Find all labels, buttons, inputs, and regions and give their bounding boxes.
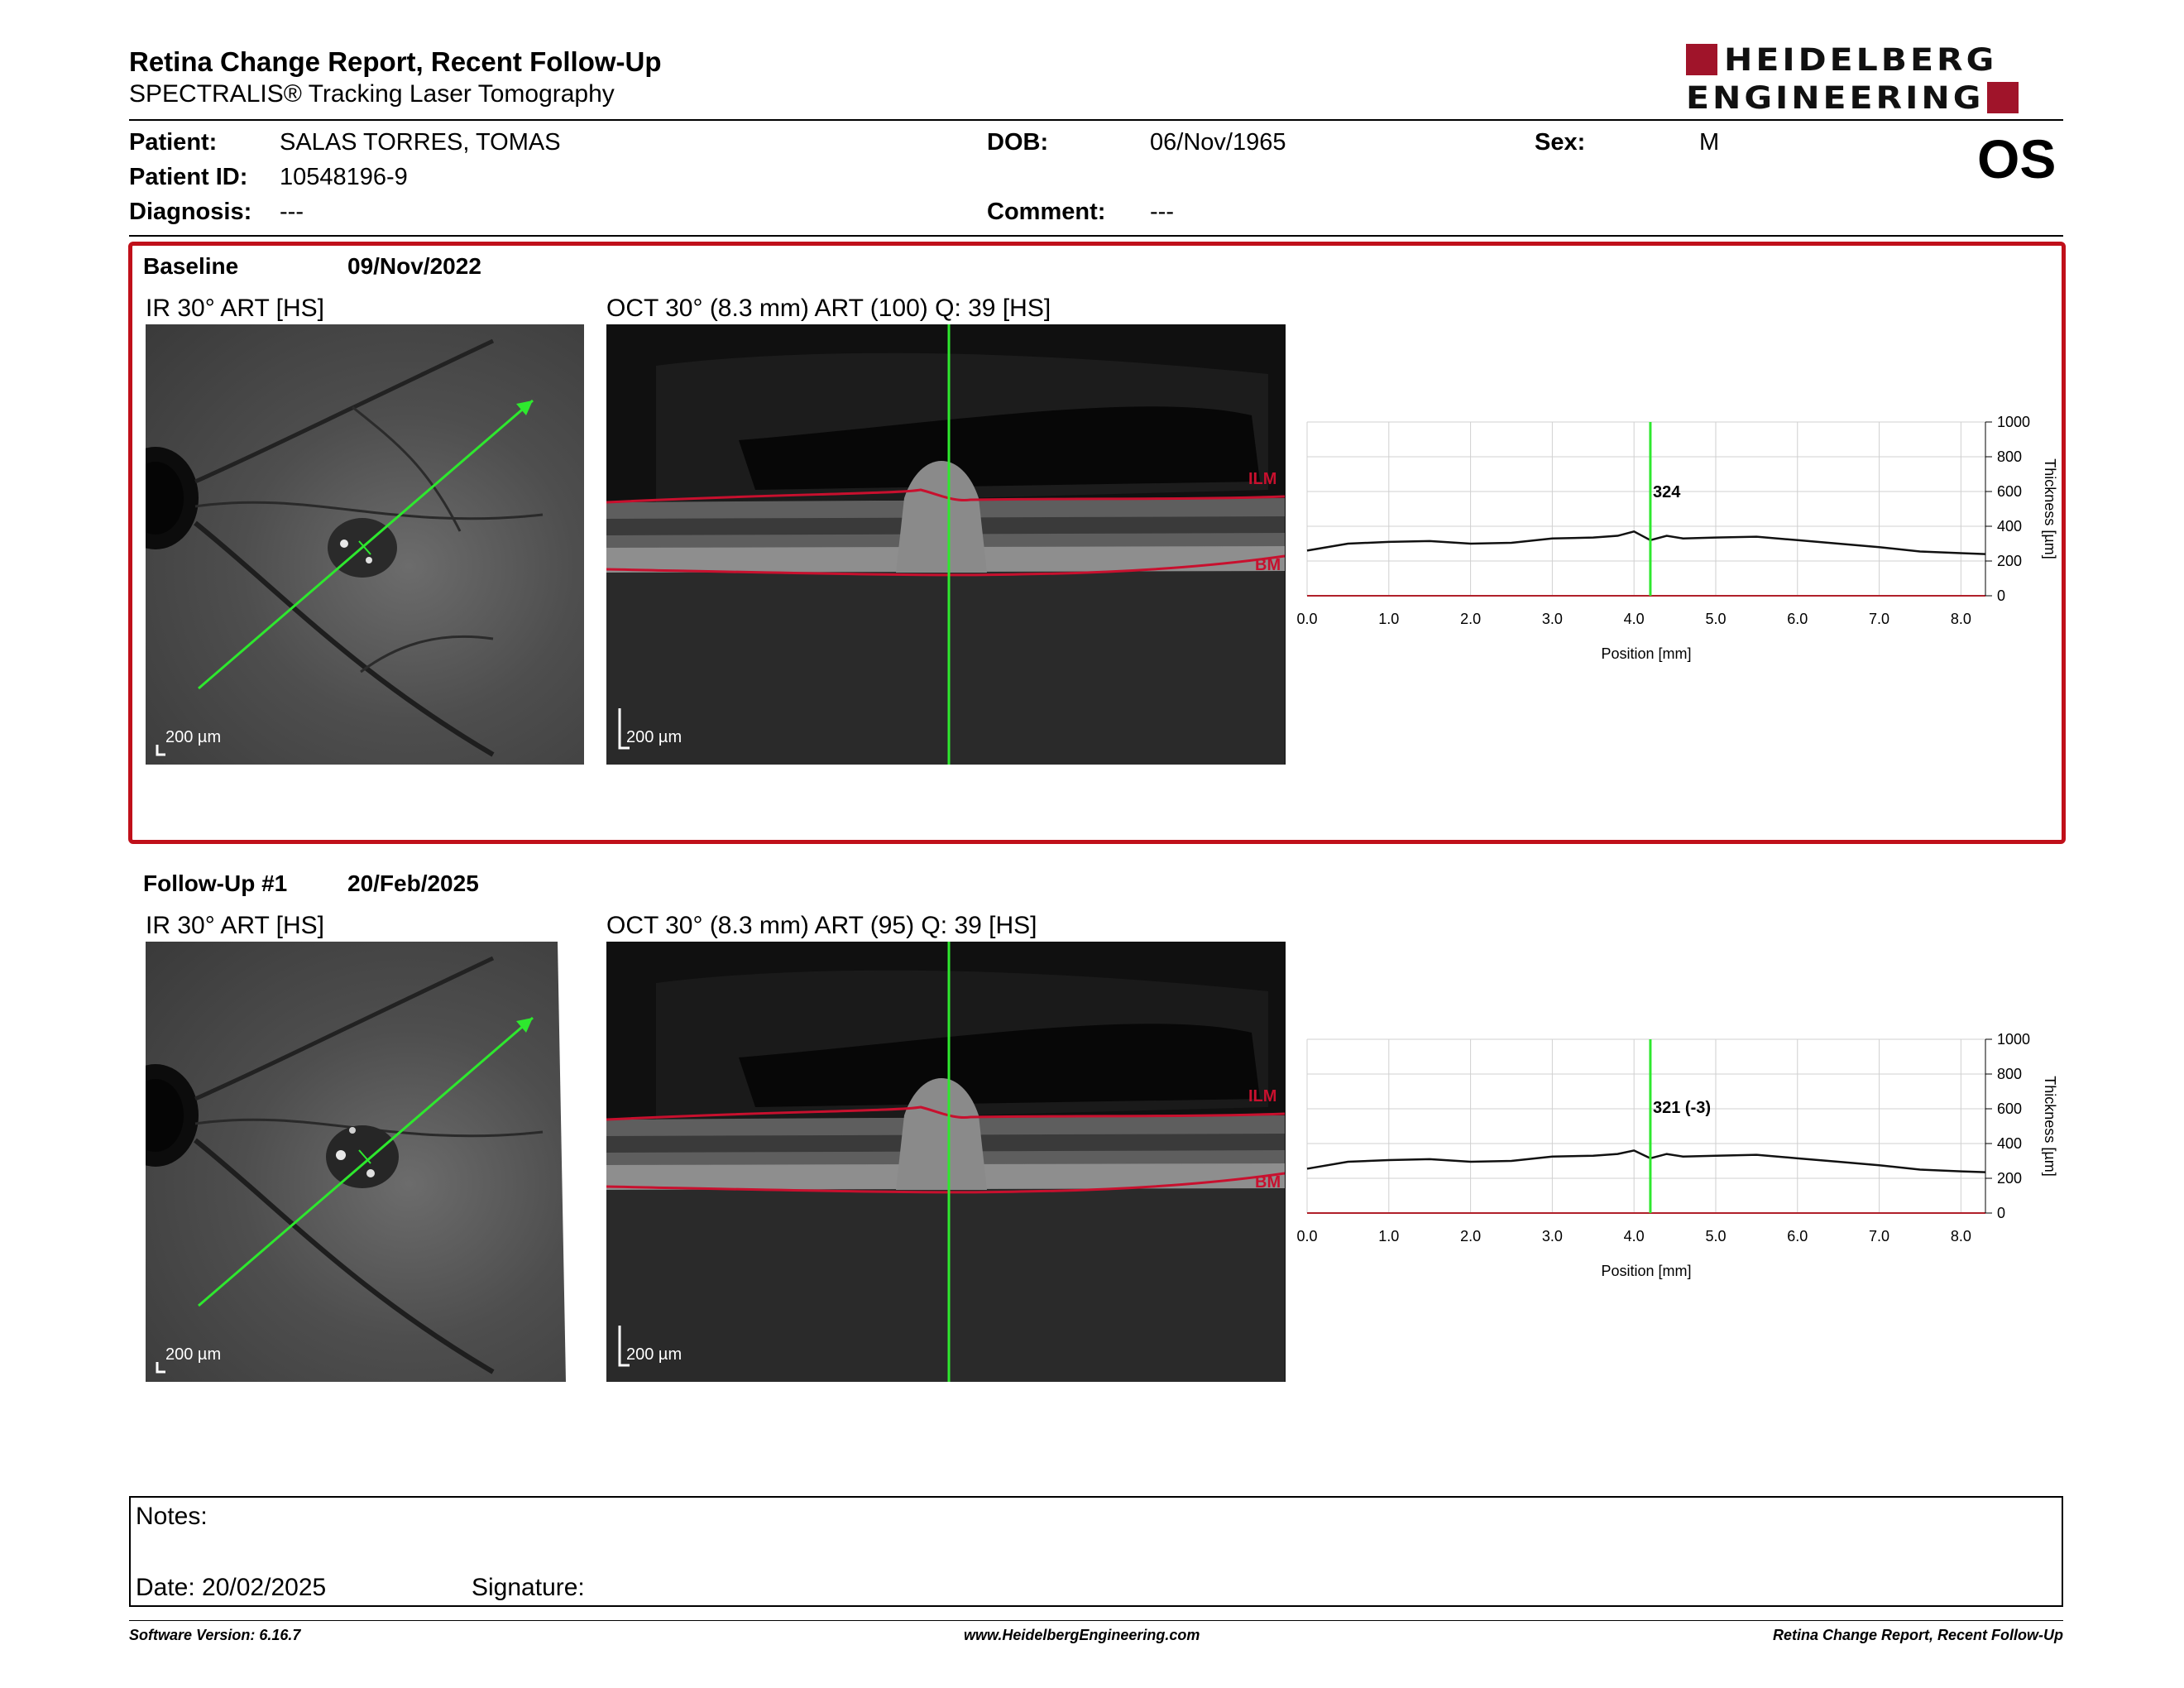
logo-square-icon	[1987, 82, 2019, 113]
y-tick-label: 600	[1997, 1101, 2022, 1117]
baseline-ilm-line	[606, 488, 1286, 504]
x-axis-label: Position [mm]	[1601, 645, 1691, 662]
baseline-date: 09/Nov/2022	[347, 253, 481, 279]
followup-oct-image: ILM BM 200 µm	[606, 942, 1286, 1382]
patient-name: SALAS TORRES, TOMAS	[280, 129, 561, 156]
x-tick-label: 7.0	[1869, 611, 1889, 627]
x-tick-label: 7.0	[1869, 1228, 1889, 1244]
eye-indicator: OS	[1977, 128, 2057, 189]
report-title: Retina Change Report, Recent Follow-Up	[129, 46, 662, 77]
patient-label: Patient:	[129, 129, 218, 156]
followup-ir-scale: 200 µm	[165, 1345, 222, 1364]
x-tick-label: 3.0	[1542, 611, 1563, 627]
followup-scan-line	[198, 1016, 534, 1307]
patient-divider	[129, 235, 2063, 237]
header-divider	[129, 119, 2063, 121]
y-tick-label: 800	[1997, 1066, 2022, 1082]
y-tick-label: 400	[1997, 1135, 2022, 1152]
followup-ir-image: 200 µm	[146, 942, 584, 1382]
followup-thickness-chart: 0 200 400 600 800 1000 0.0 1.0 2.0 3.0 4.0 5.0 6.0 7.…	[1296, 1031, 2058, 1279]
followup-oct-scale: 200 µm	[626, 1345, 682, 1364]
x-tick-label: 1.0	[1378, 1228, 1399, 1244]
y-axis-label: Thickness [µm]	[2042, 458, 2058, 559]
baseline-thickness-readout: 324	[1653, 483, 1681, 501]
notes-box[interactable]: Notes: Date: 20/02/2025 Signature:	[129, 1496, 2063, 1607]
comment-label: Comment:	[987, 199, 1106, 225]
sex-value: M	[1699, 129, 1720, 156]
baseline-scan-line	[198, 399, 534, 690]
y-tick-label: 0	[1997, 587, 2005, 604]
signature-label: Signature:	[472, 1574, 585, 1601]
baseline-ir-title: IR 30° ART [HS]	[146, 295, 324, 322]
followup-ilm-label: ILM	[1248, 1087, 1277, 1105]
baseline-highlight-box	[128, 242, 2066, 844]
comment-value: ---	[1150, 199, 1174, 225]
followup-bm-line	[606, 1172, 1286, 1194]
website-link[interactable]: www.HeidelbergEngineering.com	[964, 1627, 1200, 1643]
followup-label: Follow-Up #1	[143, 870, 288, 896]
sex-label: Sex:	[1535, 129, 1586, 156]
report-subtitle: SPECTRALIS® Tracking Laser Tomography	[129, 80, 615, 108]
x-tick-label: 8.0	[1951, 611, 1971, 627]
baseline-label: Baseline	[143, 253, 239, 279]
x-tick-label: 6.0	[1787, 1228, 1808, 1244]
baseline-bm-line	[606, 554, 1286, 577]
software-version: Software Version: 6.16.7	[129, 1627, 301, 1643]
footer-divider	[129, 1620, 2063, 1621]
patient-id-label: Patient ID:	[129, 164, 248, 190]
baseline-oct-title: OCT 30° (8.3 mm) ART (100) Q: 39 [HS]	[606, 295, 1051, 322]
logo-line-1: HEIDELBERG	[1724, 41, 1998, 79]
y-tick-label: 200	[1997, 553, 2022, 569]
y-tick-label: 800	[1997, 448, 2022, 465]
dob-value: 06/Nov/1965	[1150, 129, 1286, 156]
followup-ir-title: IR 30° ART [HS]	[146, 912, 324, 939]
baseline-ir-scale: 200 µm	[165, 728, 222, 746]
x-tick-label: 2.0	[1460, 611, 1481, 627]
baseline-thickness-chart: 0 200 400 600 800 1000 0.0 1.0 2.0 3.0 4.0 5.0 6.0 7.…	[1296, 414, 2058, 662]
baseline-bm-label: BM	[1255, 556, 1281, 574]
y-tick-label: 600	[1997, 483, 2022, 500]
x-tick-label: 2.0	[1460, 1228, 1481, 1244]
dob-label: DOB:	[987, 129, 1049, 156]
y-tick-label: 200	[1997, 1170, 2022, 1187]
baseline-oct-scale: 200 µm	[626, 728, 682, 746]
x-tick-label: 4.0	[1624, 611, 1645, 627]
heidelberg-logo: HEIDELBERG ENGINEERING	[1686, 43, 2067, 117]
x-tick-label: 6.0	[1787, 611, 1808, 627]
x-tick-label: 3.0	[1542, 1228, 1563, 1244]
followup-bm-label: BM	[1255, 1173, 1281, 1192]
diagnosis-value: ---	[280, 199, 304, 225]
thickness-series-line	[1306, 1149, 1986, 1173]
followup-oct-title: OCT 30° (8.3 mm) ART (95) Q: 39 [HS]	[606, 912, 1037, 939]
followup-thickness-readout: 321 (-3)	[1653, 1099, 1712, 1117]
followup-date: 20/Feb/2025	[347, 870, 479, 896]
x-tick-label: 4.0	[1624, 1228, 1645, 1244]
y-tick-label: 0	[1997, 1205, 2005, 1221]
x-tick-label: 0.0	[1296, 1228, 1317, 1244]
y-tick-label: 1000	[1997, 1031, 2030, 1048]
notes-label: Notes:	[136, 1503, 208, 1530]
baseline-ir-image: 200 µm	[146, 324, 584, 765]
x-axis-label: Position [mm]	[1601, 1263, 1691, 1279]
x-tick-label: 0.0	[1296, 611, 1317, 627]
x-tick-label: 5.0	[1705, 611, 1726, 627]
logo-square-icon	[1686, 44, 1717, 75]
diagnosis-label: Diagnosis:	[129, 199, 252, 225]
logo-line-2: ENGINEERING	[1686, 79, 1985, 117]
x-tick-label: 8.0	[1951, 1228, 1971, 1244]
footer-report-name: Retina Change Report, Recent Follow-Up	[1772, 1627, 2063, 1643]
notes-date: Date: 20/02/2025	[136, 1574, 327, 1601]
baseline-ilm-label: ILM	[1248, 470, 1277, 488]
y-tick-label: 1000	[1997, 414, 2030, 430]
x-tick-label: 1.0	[1378, 611, 1399, 627]
y-axis-label: Thickness [µm]	[2042, 1076, 2058, 1176]
thickness-series-line	[1306, 530, 1986, 555]
followup-ilm-line	[606, 1105, 1286, 1121]
x-tick-label: 5.0	[1705, 1228, 1726, 1244]
patient-id-value: 10548196-9	[280, 164, 408, 190]
baseline-oct-image: ILM BM 200 µm	[606, 324, 1286, 765]
y-tick-label: 400	[1997, 518, 2022, 535]
